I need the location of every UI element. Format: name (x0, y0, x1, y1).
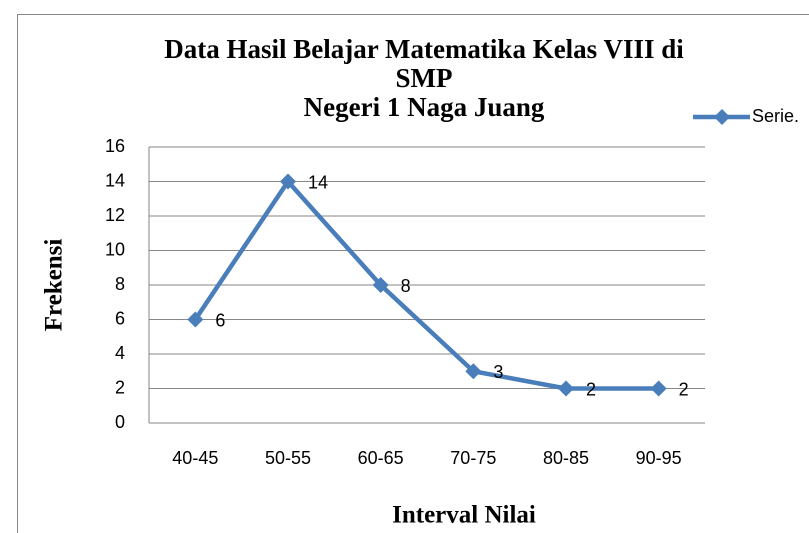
y-tick-label: 2 (115, 377, 125, 397)
y-tick-label: 14 (105, 170, 125, 190)
data-point (372, 277, 389, 293)
x-tick-label: 80-85 (543, 448, 589, 468)
series-line (193, 179, 659, 391)
data-label: 8 (401, 276, 411, 296)
y-tick-label: 10 (105, 239, 125, 259)
y-tick-label: 8 (115, 274, 125, 294)
y-tick-label: 12 (105, 205, 125, 225)
x-tick-label: 70-75 (450, 448, 496, 468)
data-label: 6 (215, 310, 225, 330)
data-point (465, 363, 482, 380)
y-tick-label: 6 (115, 308, 125, 328)
data-point (187, 311, 204, 328)
data-label: 14 (308, 172, 328, 192)
y-tick-label: 16 (105, 136, 125, 156)
chart-title: Data Hasil Belajar Matematika Kelas VIII… (164, 34, 684, 64)
chart-title: SMP (396, 63, 453, 93)
x-tick-label: 60-65 (358, 448, 404, 468)
data-label: 3 (493, 362, 503, 382)
data-label: 2 (586, 379, 596, 399)
x-axis-label: Interval Nilai (392, 502, 536, 529)
chart-title: Negeri 1 Naga Juang (304, 92, 545, 122)
legend-marker (714, 109, 730, 125)
x-tick-label: 40-45 (172, 448, 218, 468)
legend-label: Serie. (752, 106, 799, 126)
y-tick-label: 4 (115, 343, 125, 363)
data-point (650, 380, 667, 397)
data-point (558, 380, 574, 397)
y-tick-label: 0 (115, 412, 125, 432)
x-tick-label: 50-55 (265, 448, 311, 468)
x-tick-label: 90-95 (636, 448, 682, 468)
data-point (280, 173, 296, 190)
y-axis-label: Frekensi (41, 239, 68, 332)
data-label: 2 (679, 379, 689, 399)
